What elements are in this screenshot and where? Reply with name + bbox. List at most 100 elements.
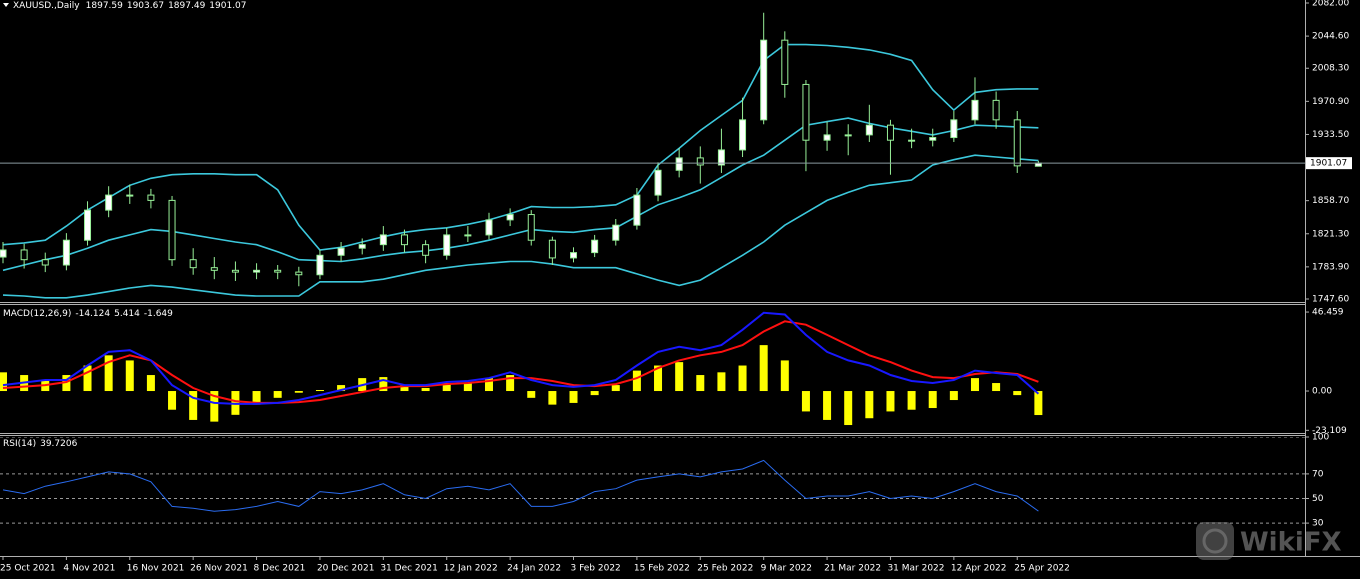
- x-tick-label: 21 Mar 2022: [824, 564, 881, 574]
- candle-body: [41, 259, 49, 266]
- y-tick-label: 1858.70: [1312, 196, 1349, 206]
- candle-body: [823, 134, 831, 141]
- macd-bar: [611, 385, 620, 392]
- macd-bar: [527, 391, 536, 398]
- macd-bar: [189, 391, 198, 420]
- high-value: 1903.67: [127, 1, 164, 11]
- candle-body: [62, 239, 70, 266]
- x-tick-label: 3 Feb 2022: [571, 564, 621, 574]
- candle-body: [865, 124, 873, 136]
- macd-bar: [83, 365, 92, 392]
- x-tick-label: 16 Nov 2021: [127, 564, 185, 574]
- y-tick-label: 1821.30: [1312, 229, 1349, 239]
- rsi-line: [2, 459, 1039, 512]
- macd-bar: [463, 383, 472, 392]
- x-tick-label: 15 Feb 2022: [634, 564, 690, 574]
- x-tick-label: 26 Nov 2021: [190, 564, 248, 574]
- low-value: 1897.49: [168, 1, 205, 11]
- y-tick-label: 50: [1312, 494, 1324, 504]
- macd-bar: [379, 377, 388, 392]
- candle-body: [696, 157, 704, 166]
- indicator-name: RSI(14): [3, 439, 36, 449]
- macd-bar: [738, 365, 747, 392]
- candle-body: [0, 249, 7, 258]
- price-tag: [1306, 157, 1352, 170]
- macd-bar: [0, 372, 7, 392]
- macd-bar: [970, 378, 979, 392]
- candle-body: [358, 244, 366, 249]
- macd-bar: [907, 391, 916, 410]
- candle-body: [908, 139, 916, 142]
- macd-header: MACD(12,26,9) -14.124 5.414 -1.649: [3, 309, 173, 319]
- x-tick-label: 31 Mar 2022: [887, 564, 944, 574]
- candle-body: [400, 234, 408, 246]
- candle-body: [760, 39, 768, 121]
- indicator-name: MACD(12,26,9): [3, 309, 71, 319]
- candle-body: [654, 169, 662, 196]
- candle-body: [591, 239, 599, 254]
- watermark: WikiFX: [1196, 522, 1342, 560]
- macd-bar: [125, 360, 134, 392]
- macd-bar: [632, 370, 641, 392]
- candle-body: [295, 271, 303, 276]
- x-tick-label: 24 Jan 2022: [507, 564, 561, 574]
- rsi-header: RSI(14) 39.7206: [3, 439, 78, 449]
- candle-body: [464, 234, 472, 237]
- macd-bar: [168, 391, 177, 410]
- macd-bar: [337, 385, 346, 392]
- y-tick-label: 46.459: [1312, 308, 1344, 318]
- price-panel: [0, 12, 1042, 299]
- macd-bar: [590, 391, 599, 396]
- watermark-logo: [1196, 522, 1234, 560]
- rsi-panel: [0, 437, 1305, 524]
- candle-body: [633, 194, 641, 226]
- watermark-text: WikiFX: [1240, 528, 1342, 558]
- candle-body: [717, 149, 725, 166]
- macd-bar: [801, 391, 810, 412]
- candle-body: [929, 137, 937, 141]
- candle-body: [527, 214, 535, 241]
- candle-body: [971, 99, 979, 121]
- candle-body: [126, 194, 134, 197]
- y-tick-label: 1970.90: [1312, 97, 1349, 107]
- x-tick-label: 12 Apr 2022: [951, 564, 1007, 574]
- y-tick-label: 0.00: [1312, 387, 1332, 397]
- macd-bar: [548, 391, 557, 405]
- indicator-value: -1.649: [144, 309, 173, 319]
- macd-bar: [400, 385, 409, 392]
- candle-body: [781, 39, 789, 85]
- candle-body: [253, 269, 261, 273]
- candle-body: [422, 244, 430, 256]
- candle-body: [274, 269, 282, 273]
- macd-panel: [0, 311, 1043, 426]
- candle-body: [548, 239, 556, 259]
- x-tick-label: 4 Nov 2021: [63, 564, 115, 574]
- open-value: 1897.59: [86, 1, 123, 11]
- macd-bar: [104, 355, 113, 392]
- macd-bar: [421, 387, 430, 392]
- macd-bar: [146, 375, 155, 392]
- bollinger-band: [2, 43, 1039, 251]
- indicator-value: 39.7206: [40, 439, 77, 449]
- macd-line: [2, 311, 1040, 405]
- x-tick-label: 12 Jan 2022: [444, 564, 498, 574]
- y-tick-label: -23.109: [1312, 426, 1347, 436]
- macd-bar: [442, 383, 451, 392]
- candle-body: [84, 209, 92, 241]
- x-tick-label: 31 Dec 2021: [380, 564, 438, 574]
- macd-bar: [780, 360, 789, 392]
- macd-bar: [506, 375, 515, 392]
- macd-bar: [252, 391, 261, 405]
- macd-bar: [210, 391, 219, 422]
- symbol: XAUUSD.,Daily: [13, 1, 80, 11]
- candle-body: [675, 157, 683, 171]
- x-tick-label: 25 Oct 2021: [0, 564, 56, 574]
- close-value: 1901.07: [209, 1, 246, 11]
- y-tick-label: 2082.00: [1312, 0, 1349, 9]
- macd-bar: [759, 345, 768, 392]
- indicator-value: -14.124: [75, 309, 110, 319]
- candle-body: [506, 214, 514, 221]
- candle-body: [886, 124, 894, 141]
- x-tick-label: 8 Dec 2021: [254, 564, 306, 574]
